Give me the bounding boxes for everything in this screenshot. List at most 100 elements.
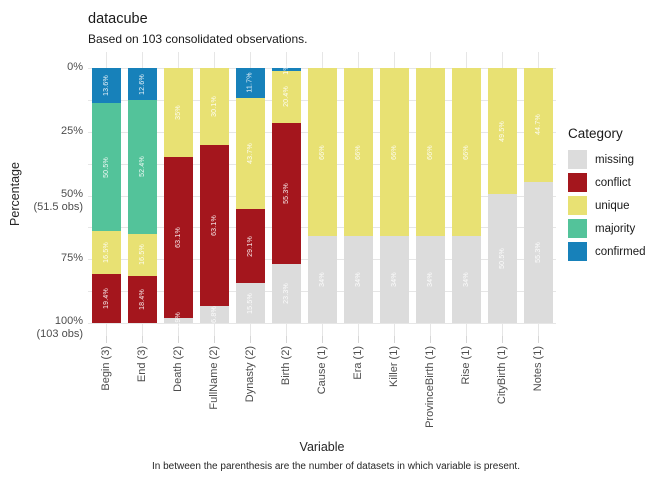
- bar-segment-missing: 55.3%: [523, 181, 553, 323]
- x-tick-mark: [214, 336, 215, 343]
- x-tick-label: FullName (2): [208, 346, 220, 410]
- bar-segment-unique: 35%: [163, 68, 193, 158]
- bar-segment-confirmed: 11.7%: [235, 68, 265, 98]
- bar-segment-confirmed: 12.6%: [127, 68, 157, 101]
- bar-segment-value-label: 6.8%: [210, 305, 218, 323]
- legend-swatch-confirmed: [568, 242, 587, 261]
- bar-segment-missing: 34%: [379, 236, 409, 323]
- bar-segment-value-label: 66%: [354, 144, 362, 160]
- x-tick-label: End (3): [136, 346, 148, 383]
- bar: 66% 34%: [451, 68, 481, 323]
- bar-segment-confirmed: 13.6%: [91, 68, 121, 103]
- y-tick-label: 25%: [60, 124, 83, 137]
- bar-segment-value-label: 34%: [426, 272, 434, 287]
- bar: 66% 34%: [343, 68, 373, 323]
- x-tick-label: Birth (2): [280, 346, 292, 386]
- x-tick-label: Rise (1): [460, 346, 472, 385]
- bar-segment-value-label: 30.1%: [210, 95, 218, 117]
- x-tick-mark: [178, 336, 179, 343]
- x-tick-label: Begin (3): [100, 346, 112, 391]
- bar-segment-value-label: 20.4%: [282, 86, 290, 107]
- bar-segment-value-label: 16.5%: [138, 244, 146, 266]
- x-tick-mark: [430, 336, 431, 343]
- x-tick-mark: [286, 336, 287, 343]
- bar-segment-value-label: 16.5%: [102, 242, 110, 263]
- bar-segment-conflict: 29.1%: [235, 209, 265, 284]
- bar-segment-value-label: 55.3%: [534, 242, 542, 263]
- y-tick-label: 0%: [67, 61, 83, 73]
- plot-panel: 13.6% 50.5% 16.5% 19.4% 12.6% 52.4% 16.5% 18.4%…: [88, 52, 556, 336]
- bar-segment-value-label: 34%: [354, 272, 362, 287]
- bar: 1% 20.4% 55.3% 23.3%: [271, 64, 301, 323]
- bar-segment-value-label: 52.4%: [138, 156, 146, 178]
- bar-segment-value-label: 23.3%: [282, 282, 290, 304]
- bar-segment-value-label: 18.4%: [138, 288, 146, 310]
- legend-items: missing conflict unique majority confirmed: [568, 150, 646, 261]
- x-tick-label: Dynasty (2): [244, 346, 256, 403]
- bar-segment-unique: 66%: [307, 68, 337, 237]
- bar-segment-unique: 66%: [379, 68, 409, 237]
- bar-segment-value-label: 1%: [282, 64, 290, 75]
- bar: 11.7% 43.7% 29.1% 15.5%: [235, 68, 265, 323]
- bar-segment-unique: 16.5%: [91, 231, 121, 274]
- bar-segment-unique: 20.4%: [271, 70, 301, 123]
- legend-label: majority: [595, 222, 636, 235]
- legend-swatch-missing: [568, 150, 587, 169]
- x-tick-label: Killer (1): [388, 346, 400, 387]
- bar-segment-unique: 30.1%: [199, 68, 229, 145]
- legend-swatch-conflict: [568, 173, 587, 192]
- legend-item-missing: missing: [568, 150, 646, 169]
- bar: 44.7% 55.3%: [523, 68, 553, 323]
- x-tick-mark: [394, 336, 395, 343]
- chart-title: datacube: [88, 11, 148, 27]
- bar-segment-value-label: 49.5%: [498, 120, 506, 142]
- bar-segment-conflict: 18.4%: [127, 275, 157, 323]
- bar-segment-unique: 16.5%: [127, 233, 157, 276]
- bar-segment-value-label: 12.6%: [138, 73, 146, 95]
- bar-segment-missing: 50.5%: [487, 194, 517, 323]
- bar-segment-confirmed: 1%: [271, 64, 301, 75]
- x-tick-label: ProvinceBirth (1): [424, 346, 436, 428]
- bar: 66% 34%: [415, 68, 445, 323]
- bar-segment-value-label: 66%: [462, 144, 470, 160]
- legend-title: Category: [568, 126, 623, 141]
- bar-segment-conflict: 63.1%: [163, 157, 193, 319]
- bar-segment-unique: 49.5%: [487, 68, 517, 195]
- bar-segment-conflict: 19.4%: [91, 273, 121, 323]
- bar-segment-value-label: 35%: [174, 105, 182, 120]
- bar-segment-value-label: 66%: [318, 144, 326, 160]
- bar: 49.5% 50.5%: [487, 68, 517, 323]
- legend-label: conflict: [595, 176, 631, 189]
- bar-segment-unique: 44.7%: [523, 68, 553, 182]
- bar-segment-value-label: 50.5%: [102, 156, 110, 178]
- legend: Category missing conflict unique majority co…: [568, 126, 646, 265]
- x-tick-mark: [106, 336, 107, 343]
- bar-segment-value-label: 63.1%: [174, 227, 182, 249]
- bar-segment-unique: 66%: [343, 68, 373, 237]
- bar-segment-value-label: 43.7%: [246, 143, 254, 164]
- legend-swatch-majority: [568, 219, 587, 238]
- bar-segment-value-label: 44.7%: [534, 114, 542, 136]
- legend-swatch-unique: [568, 196, 587, 215]
- bar-segment-value-label: 34%: [390, 272, 398, 287]
- bar-segment-value-label: 34%: [318, 272, 326, 287]
- bar-segment-missing: 23.3%: [271, 263, 301, 323]
- bar: 66% 34%: [307, 68, 337, 323]
- bar: 35% 63.1% 1.9%: [163, 68, 193, 329]
- x-tick-label: Death (2): [172, 346, 184, 392]
- legend-item-majority: majority: [568, 219, 646, 238]
- legend-item-confirmed: confirmed: [568, 242, 646, 261]
- y-tick-label: 50% (51.5 obs): [33, 187, 83, 213]
- bar-segment-value-label: 29.1%: [246, 235, 254, 257]
- bar-segment-missing: 34%: [343, 236, 373, 323]
- x-tick-label: Cause (1): [316, 346, 328, 395]
- legend-label: unique: [595, 199, 630, 212]
- bar-segment-missing: 15.5%: [235, 283, 265, 323]
- bar-segment-value-label: 11.7%: [246, 72, 254, 94]
- legend-label: confirmed: [595, 245, 646, 258]
- bar: 66% 34%: [379, 68, 409, 323]
- bar-segment-unique: 66%: [415, 68, 445, 237]
- legend-label: missing: [595, 153, 634, 166]
- bar-segment-value-label: 66%: [426, 144, 434, 160]
